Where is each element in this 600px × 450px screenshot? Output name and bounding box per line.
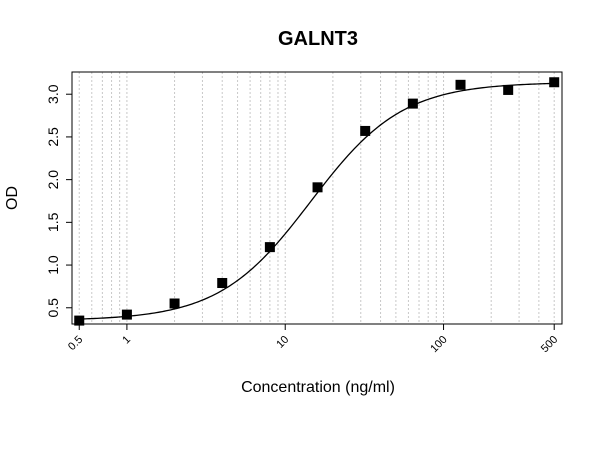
x-tick-label: 0.5 [66, 334, 85, 353]
data-point [360, 125, 371, 136]
y-tick-label: 1.0 [45, 255, 61, 275]
grid [78, 72, 555, 324]
data-points [74, 77, 560, 326]
y-axis: 0.5 1.0 1.5 2.0 2.5 3.0 [45, 84, 72, 318]
data-point [217, 277, 228, 288]
data-point [455, 79, 466, 90]
plot-frame [71, 71, 563, 325]
x-tick-label: 10 [274, 334, 291, 351]
data-point [407, 98, 418, 109]
data-point [503, 84, 514, 95]
chart-title: GALNT3 [278, 28, 358, 50]
data-point [264, 242, 275, 253]
fit-curve [79, 82, 555, 320]
data-point [74, 315, 85, 326]
x-tick-label: 500 [539, 334, 560, 355]
y-tick-label: 0.5 [45, 298, 61, 318]
x-axis: 0.5 1 10 100 500 [66, 324, 560, 355]
x-tick-label: 1 [120, 334, 133, 347]
y-tick-label: 3.0 [45, 84, 61, 104]
y-tick-label: 1.5 [45, 212, 61, 232]
x-axis-label: Concentration (ng/ml) [241, 379, 395, 396]
y-tick-label: 2.5 [45, 127, 61, 147]
y-axis-label: OD [4, 186, 21, 210]
data-point [312, 182, 323, 193]
data-point [169, 298, 180, 309]
data-point [121, 309, 132, 320]
x-tick-label: 100 [428, 334, 449, 355]
y-tick-label: 2.0 [45, 170, 61, 190]
data-point [549, 77, 560, 88]
